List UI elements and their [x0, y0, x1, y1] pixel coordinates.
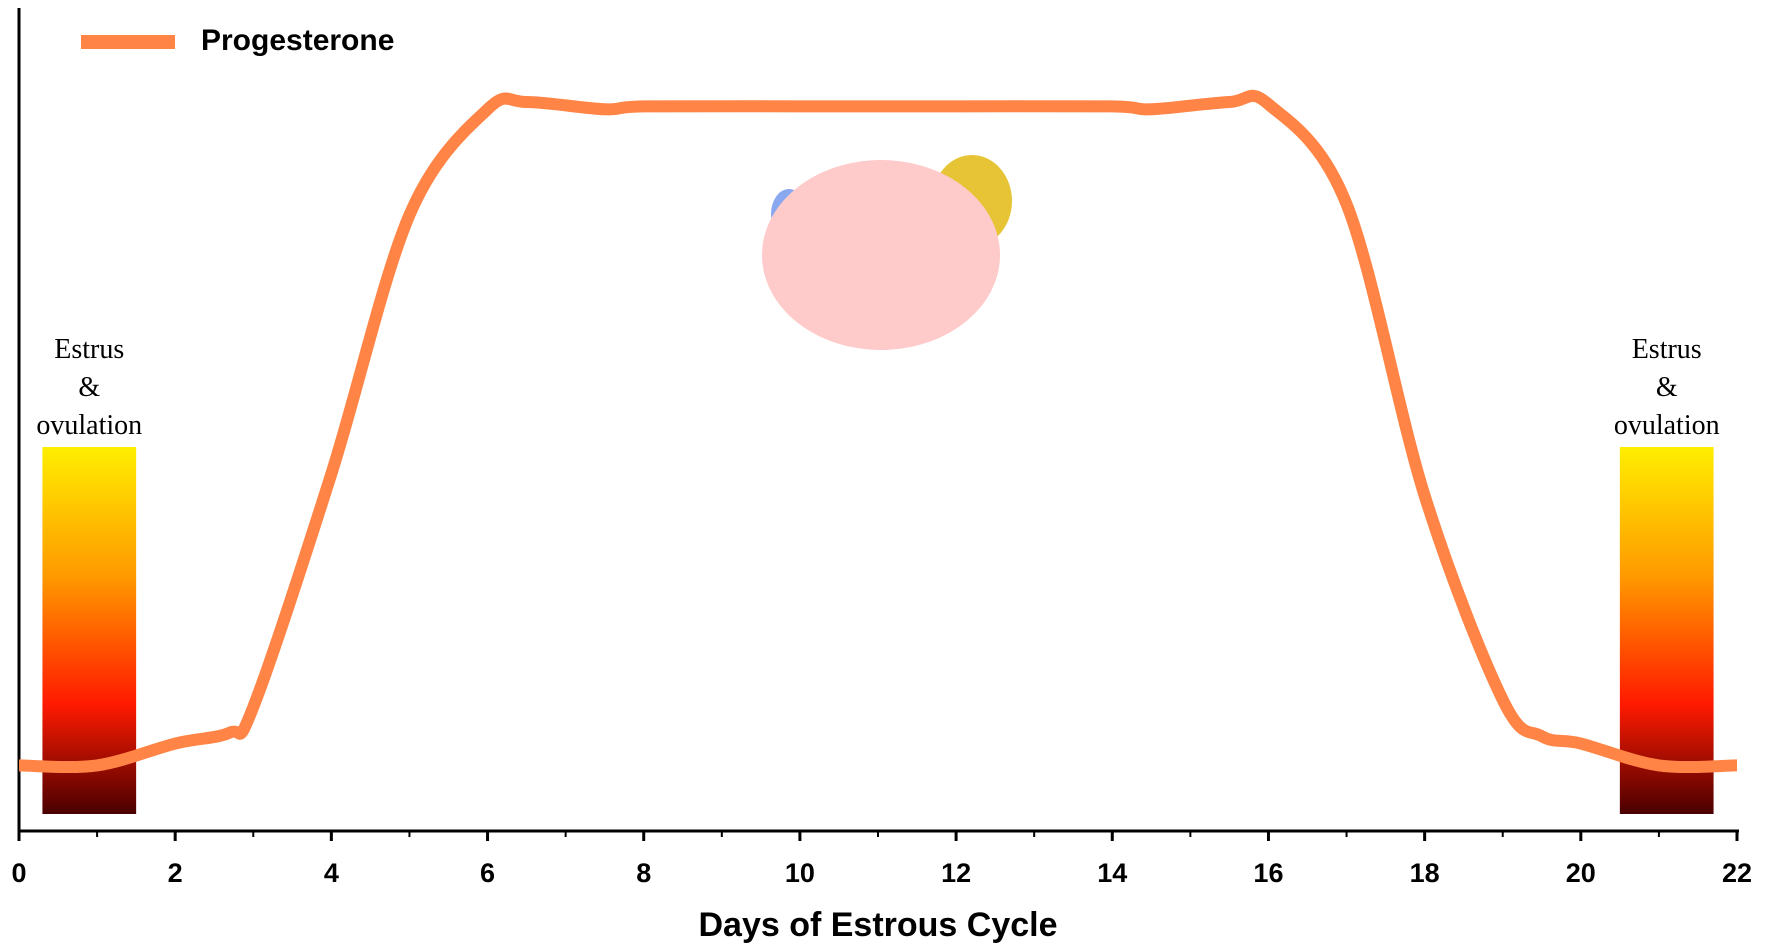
- annotation-text: &: [78, 372, 100, 403]
- chart: Days of Estrous Cycle Estrus & ovulation Es…: [0, 0, 1768, 951]
- annotation-text: Estrus: [54, 334, 124, 365]
- x-tick-label: 16: [1253, 858, 1283, 888]
- legend-label: Progesterone: [201, 24, 394, 57]
- x-tick-label: 4: [324, 858, 339, 888]
- decor-blob: [762, 160, 1000, 350]
- x-tick-label: 8: [636, 858, 651, 888]
- annotation-text: ovulation: [1614, 410, 1720, 441]
- x-tick-label: 2: [168, 858, 183, 888]
- annotation-text: Estrus: [1632, 334, 1702, 365]
- annotation-text: ovulation: [36, 410, 142, 441]
- x-tick-label: 18: [1410, 858, 1440, 888]
- x-axis-label: Days of Estrous Cycle: [698, 906, 1057, 944]
- x-tick-label: 10: [785, 858, 815, 888]
- x-tick-label: 22: [1722, 858, 1752, 888]
- x-tick-label: 20: [1566, 858, 1596, 888]
- x-tick-label: 0: [11, 858, 26, 888]
- x-tick-label: 12: [941, 858, 971, 888]
- x-tick-label: 14: [1097, 858, 1127, 888]
- annotation-text: &: [1656, 372, 1678, 403]
- x-tick-label: 6: [480, 858, 495, 888]
